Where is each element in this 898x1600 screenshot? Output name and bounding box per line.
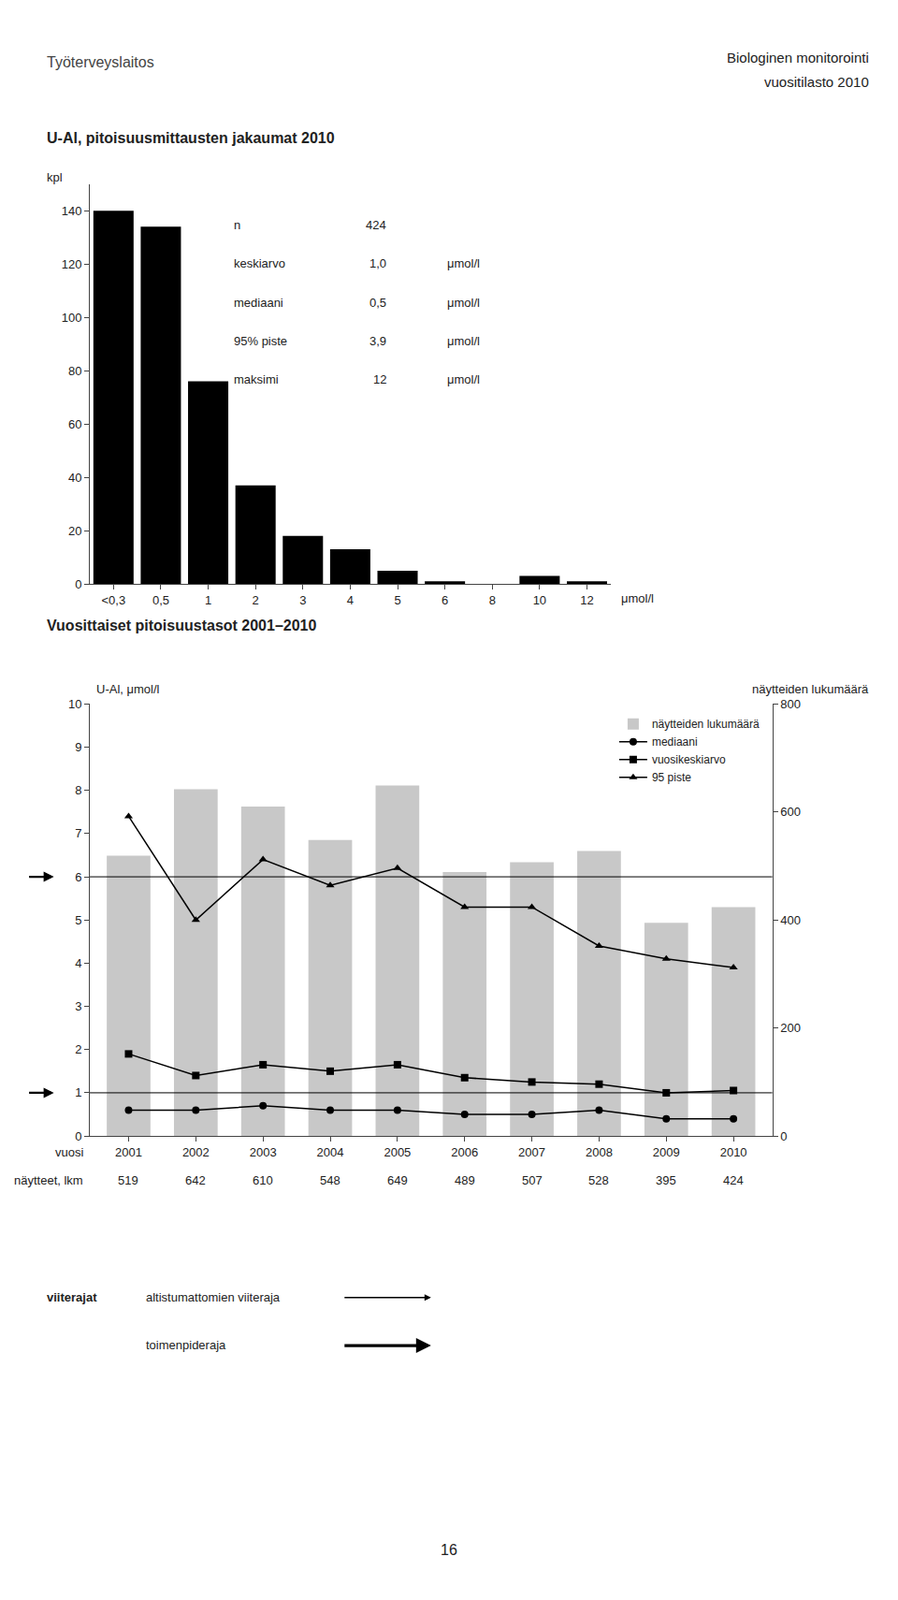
svg-text:4: 4 [74,955,82,971]
svg-text:Vuosittaiset pitoisuustasot 20: Vuosittaiset pitoisuustasot 2001–2010 [46,617,318,634]
svg-text:2008: 2008 [585,1144,613,1159]
svg-text:vuosi: vuosi [55,1144,84,1159]
svg-text:9: 9 [74,739,82,754]
svg-text:vuosikeskiarvo: vuosikeskiarvo [651,753,726,767]
svg-text:maksimi: maksimi [233,372,279,387]
svg-text:4: 4 [347,593,354,608]
svg-text:2: 2 [74,1042,82,1057]
svg-text:649: 649 [387,1173,408,1188]
svg-text:<0,3: <0,3 [101,593,126,608]
svg-text:μmol/l: μmol/l [447,333,480,348]
svg-text:12: 12 [579,593,594,608]
svg-text:μmol/l: μmol/l [447,295,480,310]
svg-text:528: 528 [588,1173,609,1188]
svg-text:8: 8 [74,782,82,797]
svg-text:3: 3 [74,999,82,1014]
svg-text:mediaani: mediaani [651,735,698,749]
svg-text:400: 400 [780,912,801,927]
svg-text:6: 6 [441,593,449,608]
svg-text:näytteiden lukumäärä: näytteiden lukumäärä [752,681,870,696]
svg-text:2003: 2003 [249,1144,277,1159]
svg-text:10: 10 [68,696,82,711]
svg-text:0: 0 [780,1129,787,1144]
svg-text:16: 16 [440,1541,458,1558]
svg-text:600: 600 [780,804,801,819]
svg-text:2009: 2009 [652,1144,681,1159]
svg-text:40: 40 [68,470,82,485]
svg-text:507: 507 [521,1173,543,1188]
svg-text:60: 60 [68,417,82,432]
svg-text:μmol/l: μmol/l [447,256,480,271]
svg-text:2002: 2002 [182,1144,210,1159]
svg-text:80: 80 [68,363,82,378]
svg-text:2007: 2007 [518,1144,546,1159]
svg-text:viiterajat: viiterajat [46,1289,98,1304]
svg-text:3: 3 [299,593,306,608]
svg-text:vuositilasto 2010: vuositilasto 2010 [764,73,870,90]
svg-text:20: 20 [68,523,82,538]
svg-text:altistumattomien viiteraja: altistumattomien viiteraja [145,1289,281,1304]
svg-text:0,5: 0,5 [152,593,170,608]
svg-text:489: 489 [454,1173,476,1188]
svg-text:2010: 2010 [720,1144,748,1159]
svg-text:548: 548 [319,1173,341,1188]
svg-text:642: 642 [185,1173,206,1188]
svg-text:μmol/l: μmol/l [447,372,480,387]
svg-text:12: 12 [373,372,387,387]
svg-text:100: 100 [61,310,83,325]
svg-text:200: 200 [780,1020,801,1035]
svg-text:kpl: kpl [46,170,63,185]
svg-text:keskiarvo: keskiarvo [233,256,286,271]
svg-text:519: 519 [117,1173,139,1188]
svg-text:2: 2 [252,593,260,608]
svg-text:95 piste: 95 piste [651,770,692,784]
svg-text:610: 610 [252,1173,274,1188]
svg-text:5: 5 [74,912,82,927]
svg-text:0: 0 [74,577,82,592]
svg-text:Biologinen monitorointi: Biologinen monitorointi [726,49,870,66]
svg-text:μmol/l: μmol/l [621,591,654,606]
svg-text:0: 0 [74,1129,82,1144]
svg-text:120: 120 [61,257,83,272]
svg-text:toimenpideraja: toimenpideraja [145,1337,227,1352]
svg-text:10: 10 [533,593,547,608]
svg-text:424: 424 [723,1173,744,1188]
svg-text:1: 1 [74,1085,82,1100]
svg-text:800: 800 [780,696,801,711]
svg-text:7: 7 [74,825,82,841]
svg-text:2006: 2006 [450,1144,478,1159]
svg-text:U-Al, pitoisuusmittausten jaka: U-Al, pitoisuusmittausten jakaumat 2010 [46,130,335,146]
svg-text:6: 6 [74,869,82,884]
svg-text:424: 424 [365,217,387,232]
svg-text:2001: 2001 [115,1144,143,1159]
svg-text:mediaani: mediaani [233,295,284,310]
svg-text:395: 395 [655,1173,677,1188]
svg-text:1,0: 1,0 [369,256,387,271]
svg-text:8: 8 [489,593,496,608]
svg-text:Työterveyslaitos: Työterveyslaitos [46,54,155,71]
svg-text:näytteet, lkm: näytteet, lkm [14,1173,84,1188]
svg-text:2005: 2005 [383,1144,411,1159]
svg-text:n: n [233,217,241,232]
svg-text:2004: 2004 [317,1144,345,1159]
svg-text:3,9: 3,9 [369,333,387,348]
svg-text:U-Al, μmol/l: U-Al, μmol/l [96,681,160,696]
svg-text:0,5: 0,5 [369,295,387,310]
svg-text:5: 5 [393,593,401,608]
svg-text:140: 140 [61,203,83,218]
svg-text:95% piste: 95% piste [233,333,288,348]
svg-text:näytteiden lukumäärä: näytteiden lukumäärä [651,717,760,731]
svg-text:1: 1 [204,593,212,608]
